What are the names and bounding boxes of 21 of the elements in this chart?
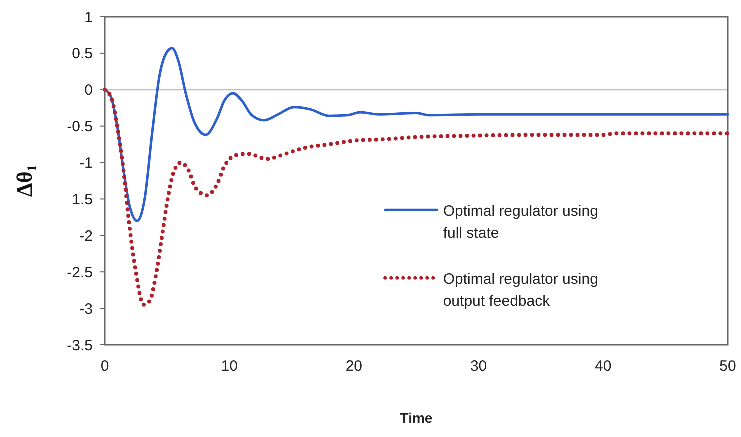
- y-tick-label: -2: [80, 228, 93, 245]
- y-tick-label: 1.5: [72, 191, 93, 208]
- y-tick-label: -1: [80, 155, 93, 172]
- y-tick-label: -0.5: [67, 118, 93, 136]
- x-tick-label: 20: [346, 358, 363, 375]
- y-tick-label: -2.5: [67, 264, 93, 282]
- x-axis-title: Time: [400, 410, 433, 426]
- x-tick-label: 0: [100, 358, 110, 375]
- y-tick-label: 0.5: [72, 46, 93, 63]
- x-tick-label: 30: [470, 358, 488, 375]
- x-tick-label: 50: [720, 358, 736, 375]
- line-series: [104, 47, 730, 222]
- x-tick-label: 40: [595, 358, 612, 375]
- legend-label: Optimal regulator using output feedback: [443, 271, 598, 310]
- legend-label: Optimal regulator using full state: [443, 203, 598, 242]
- y-axis-title: Δθ₁: [12, 165, 37, 197]
- y-tick-label: -3: [80, 300, 93, 318]
- y-tick-label: 1: [84, 9, 93, 26]
- y-tick-label: 0: [84, 82, 93, 100]
- y-tick-label: -3.5: [67, 337, 93, 354]
- x-tick-label: 10: [221, 358, 238, 375]
